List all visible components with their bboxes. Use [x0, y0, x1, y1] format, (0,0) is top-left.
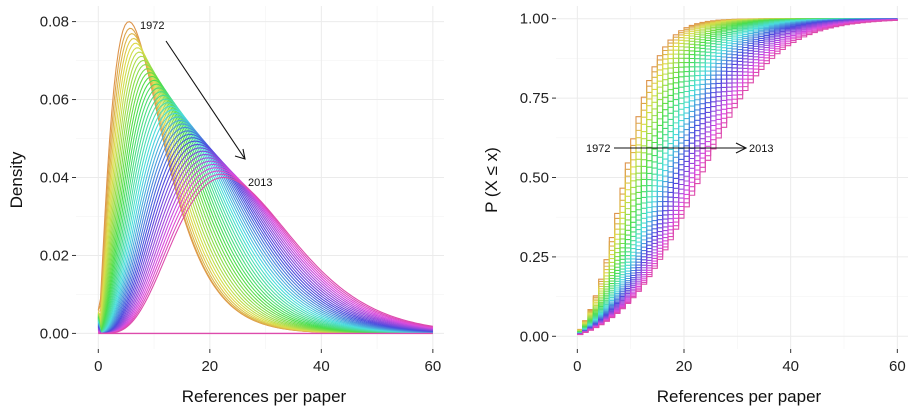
density-series-line: [97, 160, 433, 334]
density-series-line: [97, 154, 433, 334]
density-series-line: [97, 119, 433, 334]
density-series-line: [97, 144, 433, 334]
density-y-tick-label: 0.00: [40, 325, 69, 342]
cdf-x-tick-label: 60: [889, 358, 906, 375]
density-gridlines: [76, 6, 444, 349]
density-y-tick-label: 0.06: [40, 92, 69, 109]
density-series-group: [97, 21, 433, 335]
density-axis-ticks: 0 20 40 60 0.00 0.02 0.04 0.06 0.08: [40, 14, 441, 375]
density-annotation-end-year: 2013: [248, 177, 272, 189]
density-series-line: [97, 133, 433, 334]
density-series-line: [97, 150, 433, 334]
density-x-tick-label: 0: [94, 358, 102, 375]
cdf-axis-ticks: 0 20 40 60 0.00 0.25 0.50 0.75 1.00: [520, 11, 906, 375]
density-annotation-arrowhead: [234, 148, 246, 160]
density-series-line: [97, 163, 433, 334]
cdf-annotation-arrowhead: [735, 142, 748, 154]
cdf-annotation: 1972 2013: [586, 142, 773, 155]
density-x-tick-label: 20: [201, 358, 218, 375]
density-x-tick-label: 40: [313, 358, 330, 375]
density-chart: 0 20 40 60 0.00 0.02 0.04 0.06 0.08 1972 2013 Re…: [7, 6, 444, 406]
density-y-tick-label: 0.02: [40, 247, 69, 264]
cdf-y-tick-label: 0.25: [520, 249, 549, 266]
density-annotation-arrow: [165, 40, 246, 160]
density-y-tick-label: 0.04: [40, 170, 69, 187]
cdf-chart: 0 20 40 60 0.00 0.25 0.50 0.75 1.00 1972 2013 Re…: [482, 6, 908, 406]
density-annotation-start-year: 1972: [140, 20, 164, 32]
cdf-annotation-start-year: 1972: [586, 143, 610, 155]
cdf-series-step-line: [577, 19, 898, 336]
cdf-y-tick-label: 0.50: [520, 170, 549, 187]
cdf-x-tick-label: 0: [573, 358, 581, 375]
density-series-line: [97, 140, 433, 334]
density-x-axis-title: References per paper: [182, 387, 347, 406]
density-series-line: [97, 116, 433, 334]
cdf-series-group: [577, 18, 898, 336]
density-series-line: [97, 167, 433, 334]
cdf-y-axis-title: P (X ≤ x): [482, 147, 501, 213]
cdf-x-tick-label: 40: [782, 358, 799, 375]
cdf-series-step-line: [577, 19, 898, 336]
density-y-axis-title: Density: [7, 151, 26, 208]
density-series-line: [97, 137, 433, 334]
density-series-line: [97, 130, 433, 334]
density-annotation: 1972 2013: [140, 20, 272, 189]
density-series-line: [98, 176, 433, 334]
cdf-y-tick-label: 0.75: [520, 90, 549, 107]
density-series-line: [97, 147, 433, 334]
density-series-line: [97, 123, 433, 334]
density-series-line: [98, 170, 433, 334]
density-series-line: [97, 126, 433, 334]
cdf-y-tick-label: 1.00: [520, 11, 549, 28]
cdf-annotation-end-year: 2013: [749, 143, 773, 155]
density-y-tick-label: 0.08: [40, 14, 69, 31]
cdf-y-tick-label: 0.00: [520, 328, 549, 345]
density-series-line: [97, 157, 433, 334]
cdf-x-axis-title: References per paper: [657, 387, 822, 406]
density-x-tick-label: 60: [425, 358, 442, 375]
cdf-x-tick-label: 20: [676, 358, 693, 375]
density-series-line: [98, 173, 433, 334]
